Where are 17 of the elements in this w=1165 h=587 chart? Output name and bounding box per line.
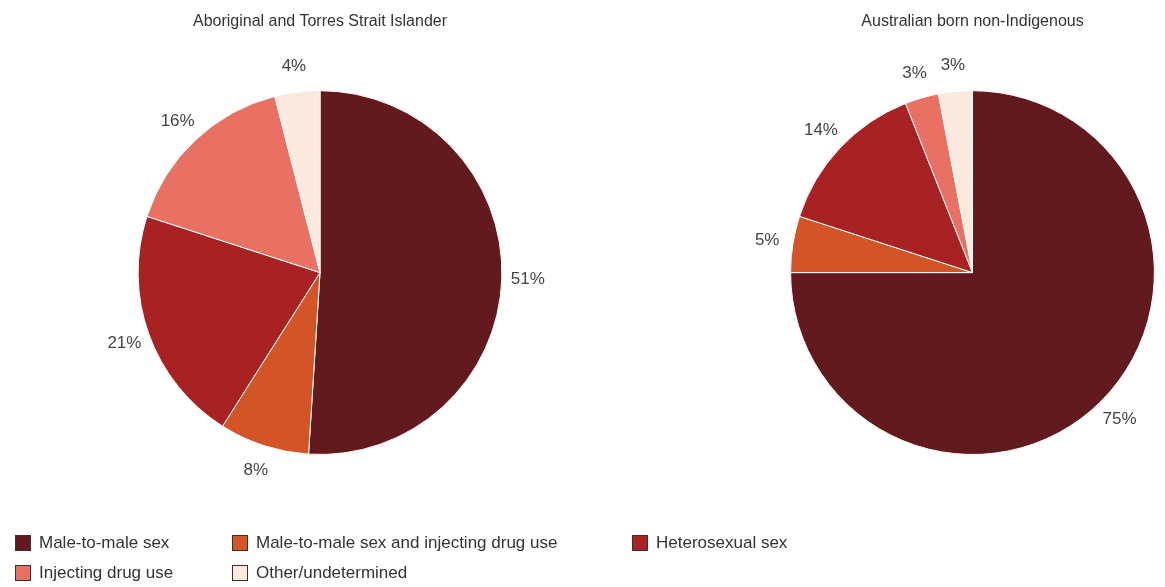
data-label: 16%	[160, 110, 195, 130]
legend-label: Male-to-male sex and injecting drug use	[256, 533, 558, 553]
legend-label: Injecting drug use	[39, 563, 174, 583]
data-label: 3%	[940, 55, 966, 75]
data-label: 4%	[281, 56, 307, 76]
data-label: 3%	[902, 62, 927, 82]
chart-title: Aboriginal and Torres Strait Islander	[192, 12, 448, 30]
chart-title: Australian born non-Indigenous	[861, 12, 1084, 30]
legend-label: Male-to-male sex	[39, 533, 170, 553]
data-label: 5%	[754, 229, 780, 249]
data-label: 75%	[1102, 409, 1137, 429]
legend-label: Other/undetermined	[256, 563, 408, 583]
legend-label: Heterosexual sex	[656, 533, 788, 553]
data-label: 14%	[803, 119, 838, 139]
data-label: 8%	[243, 460, 269, 480]
data-label: 51%	[510, 268, 545, 288]
data-label: 21%	[107, 332, 142, 352]
